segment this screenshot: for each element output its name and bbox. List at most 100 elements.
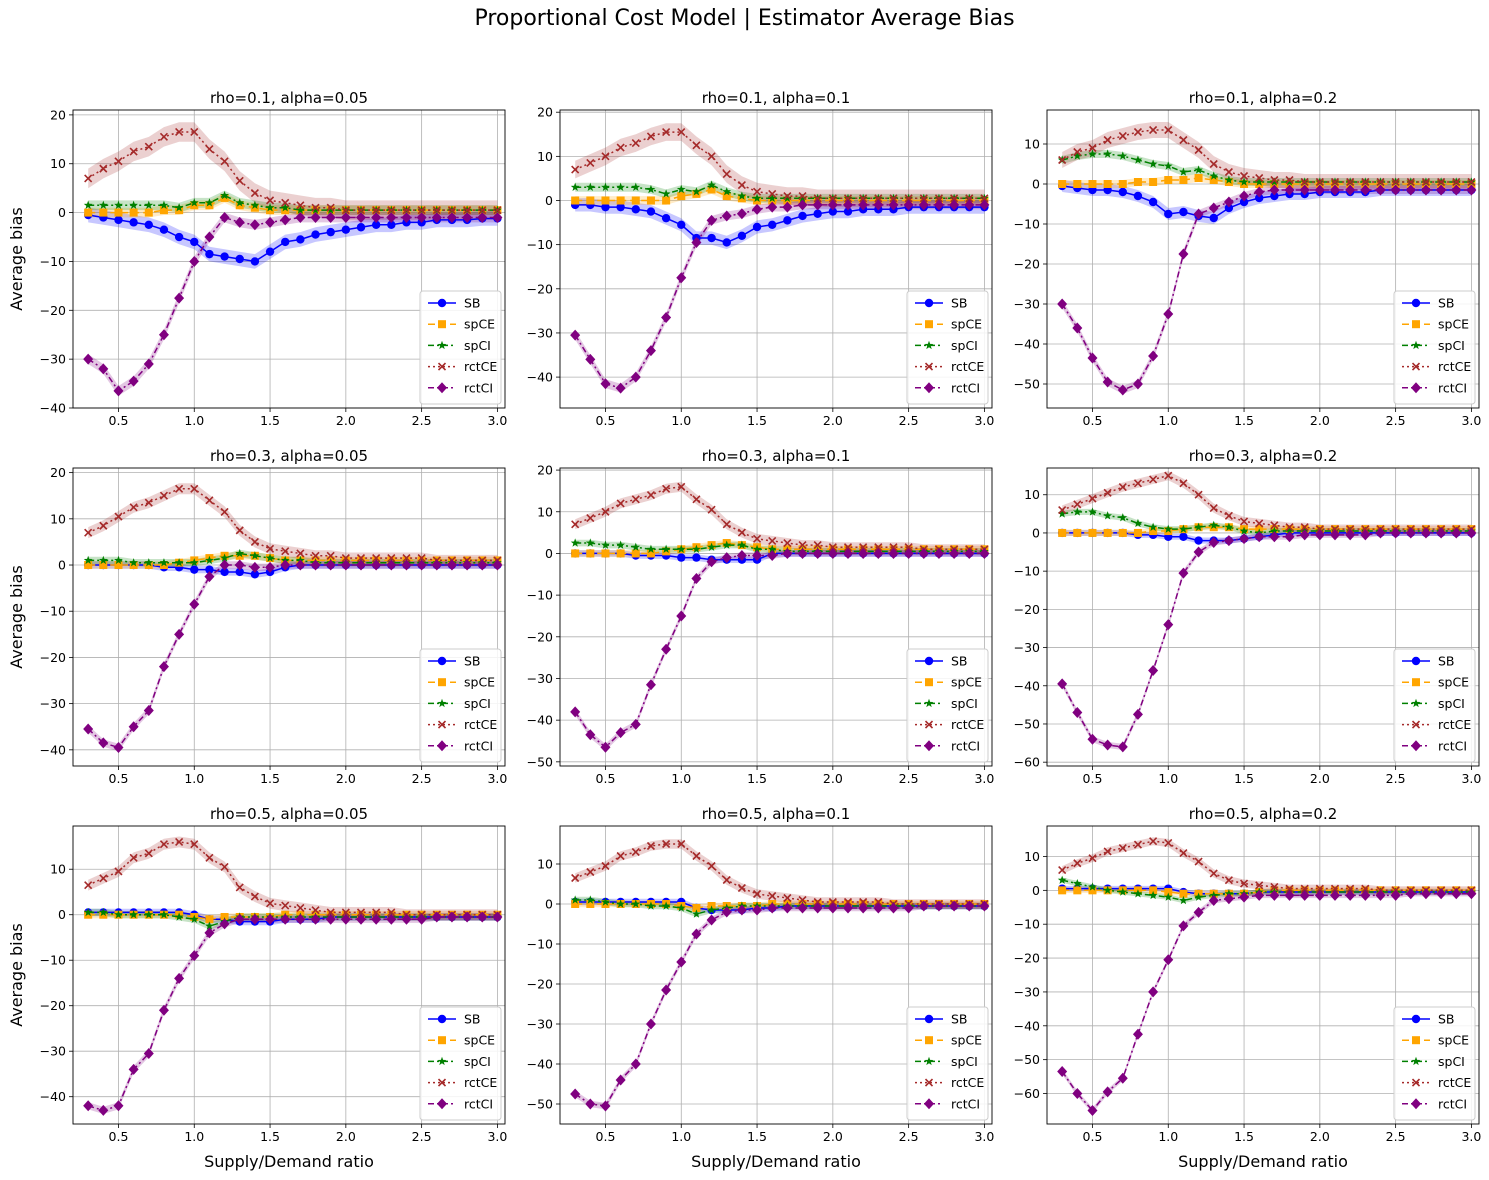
data-point-rctCI (812, 547, 823, 559)
y-tick-label: −30 (40, 352, 66, 367)
x-tick-label: 3.0 (974, 413, 994, 428)
data-point-rctCE (616, 499, 625, 508)
data-point-rctCI (767, 201, 778, 213)
data-point-rctCE (220, 507, 229, 516)
legend-marker-rctCE (437, 720, 447, 729)
data-point-spCE (1073, 180, 1082, 188)
data-point-rctCE (1255, 519, 1264, 528)
data-point-rctCE (1346, 884, 1355, 893)
data-point-rctCE (571, 873, 580, 883)
x-tick-label: 2.0 (336, 1129, 356, 1144)
data-point-rctCI (416, 211, 427, 223)
x-tick-label: 0.5 (1083, 1129, 1103, 1144)
data-point-rctCI (249, 561, 260, 573)
data-point-rctCI (1057, 298, 1068, 310)
data-point-rctCI (492, 911, 503, 923)
data-point-spCI (1133, 518, 1143, 528)
data-point-rctCE (859, 194, 868, 203)
legend-label-spCE: spCE (464, 1033, 495, 1048)
data-point-SB (250, 570, 260, 579)
data-point-rctCI (1148, 664, 1159, 676)
data-point-rctCI (1163, 308, 1174, 320)
y-tick-label: −50 (1014, 377, 1040, 392)
y-tick-label: −10 (40, 604, 66, 619)
data-point-spCI (1072, 151, 1082, 160)
data-point-spCE (722, 192, 731, 201)
data-point-rctCE (722, 169, 731, 179)
legend-label-SB: SB (951, 654, 968, 669)
data-point-spCI (1179, 524, 1188, 533)
data-point-rctCE (828, 194, 837, 203)
y-tick-label: −20 (1014, 257, 1040, 272)
data-point-rctCE (250, 188, 259, 198)
data-point-rctCI (431, 559, 442, 571)
x-tick-label: 1.0 (1158, 413, 1178, 428)
data-point-spCE (281, 206, 290, 215)
legend: SB spCE spCI rctCE rctCI (906, 648, 989, 763)
y-tick-label: 0 (1032, 525, 1040, 540)
series-line-SB (88, 911, 498, 923)
data-point-spCI (114, 555, 123, 565)
data-point-rctCI (1451, 888, 1462, 900)
subplot-3: 0.5 1.0 1.5 2.0 2.5 3.0 −50 −40 −30 −20 −10 0 10 rho=… (1014, 89, 1482, 428)
y-tick-label: 20 (537, 105, 553, 120)
legend-label-SB: SB (464, 296, 481, 311)
data-point-spCE (601, 900, 610, 908)
data-point-rctCE (1467, 177, 1476, 187)
data-point-rctCI (676, 956, 687, 968)
data-point-SB (296, 235, 305, 244)
data-point-rctCI (691, 236, 702, 248)
data-point-rctCI (325, 559, 336, 571)
data-point-rctCI (964, 199, 975, 211)
subplot-title: rho=0.3, alpha=0.2 (1189, 447, 1338, 465)
data-point-rctCE (1239, 171, 1249, 181)
legend-marker-spCI (437, 1056, 447, 1066)
subplot-title: rho=0.3, alpha=0.1 (702, 447, 851, 465)
data-point-rctCI (585, 353, 596, 365)
legend-marker-rctCI (437, 1098, 447, 1110)
data-point-rctCI (1132, 378, 1143, 390)
y-tick-label: 0 (1032, 177, 1040, 192)
data-point-spCI (144, 200, 154, 209)
series-line-spCE (575, 542, 985, 555)
data-point-rctCE (1224, 876, 1233, 885)
x-tick-label: 1.5 (1234, 413, 1254, 428)
data-point-SB (144, 220, 153, 230)
data-point-spCI (174, 203, 184, 212)
data-point-rctCI (1223, 535, 1234, 547)
plot-frame (559, 825, 993, 1125)
data-point-rctCI (356, 559, 366, 571)
data-point-spCI (1194, 892, 1203, 901)
data-point-SB (843, 207, 853, 216)
data-point-rctCI (767, 550, 778, 562)
data-point-rctCI (797, 902, 808, 914)
data-point-spCI (1072, 507, 1082, 516)
legend-label-spCE: spCE (951, 317, 982, 332)
y-tick-label: −30 (40, 1044, 66, 1059)
series-line-rctCI (574, 204, 985, 389)
data-point-spCE (631, 196, 640, 205)
data-point-rctCI (204, 231, 215, 243)
data-point-spCI (174, 912, 184, 921)
legend-marker-rctCE (437, 362, 447, 371)
y-tick-label: 10 (537, 857, 553, 872)
data-point-rctCE (447, 206, 457, 215)
data-point-spCE (159, 206, 168, 215)
data-point-rctCI (1254, 889, 1265, 901)
legend-marker-rctCE (924, 720, 934, 729)
data-point-rctCE (616, 851, 625, 861)
series-line-spCI (575, 542, 985, 553)
y-tick-label: −30 (527, 671, 553, 686)
data-point-rctCE (586, 867, 595, 877)
data-point-rctCE (296, 201, 305, 210)
data-point-rctCE (296, 549, 305, 558)
data-point-SB (722, 238, 731, 247)
data-point-rctCE (1088, 494, 1097, 503)
data-point-rctCI (462, 211, 473, 223)
data-point-spCE (84, 208, 93, 217)
series-line-rctCI (87, 564, 498, 749)
data-point-rctCE (129, 503, 138, 512)
legend-marker-spCI (1411, 698, 1421, 708)
data-point-rctCE (859, 897, 868, 907)
data-point-spCI (1285, 526, 1294, 535)
